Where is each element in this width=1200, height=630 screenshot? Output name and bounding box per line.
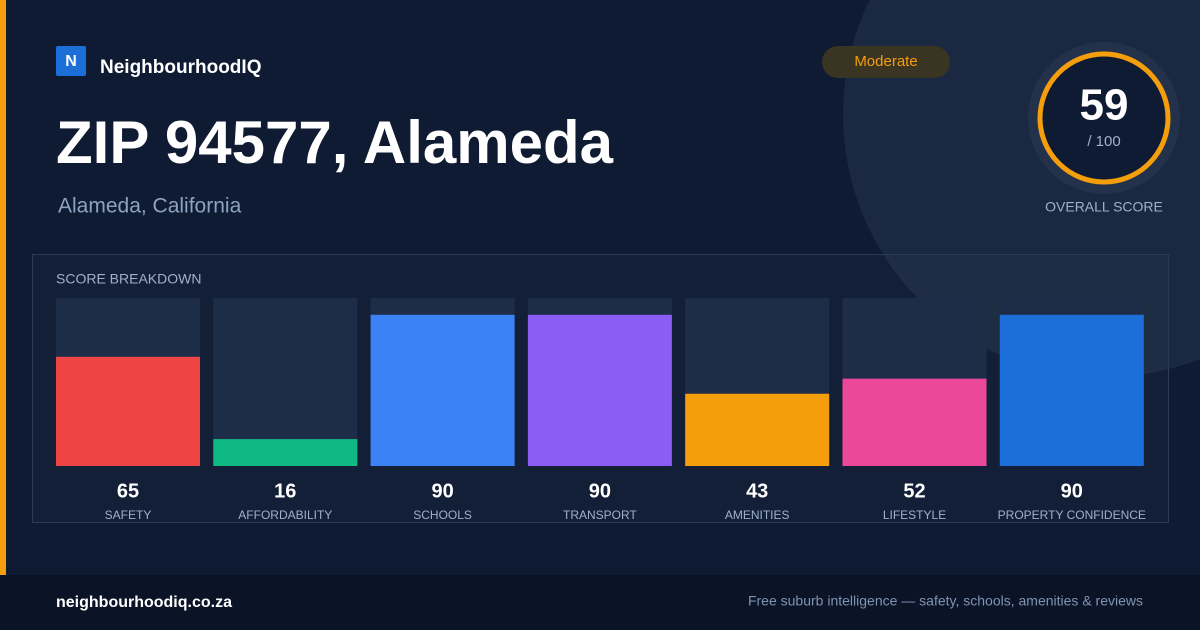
bar [56, 356, 200, 466]
chart-title: SCORE BREAKDOWN [56, 271, 201, 287]
category-label: TRANSPORT [563, 508, 637, 522]
category-label: LIFESTYLE [883, 508, 946, 522]
value-label: 90 [431, 480, 453, 502]
value-label: 16 [274, 480, 296, 502]
value-label: 90 [1061, 480, 1083, 502]
logo [56, 46, 86, 76]
bar [213, 439, 358, 466]
panel [32, 254, 1169, 523]
bar [842, 378, 987, 466]
brand: NeighbourhoodIQ [100, 57, 261, 78]
score-ring [1037, 51, 1171, 185]
bar [370, 314, 515, 466]
bar [999, 314, 1144, 466]
score-label: OVERALL SCORE [1045, 199, 1163, 215]
badge [822, 46, 950, 78]
badge-text: Moderate [854, 53, 917, 70]
footer-site: neighbourhoodiq.co.za [56, 594, 232, 611]
category-label: PROPERTY CONFIDENCE [998, 508, 1146, 522]
subtitle: Alameda, California [58, 195, 242, 218]
logo-letter: N [65, 53, 77, 70]
bar [527, 314, 672, 466]
score-value: 59 [1080, 81, 1129, 130]
bar-track [213, 298, 358, 466]
category-label: AFFORDABILITY [238, 508, 332, 522]
footer [0, 575, 1200, 630]
category-label: SCHOOLS [413, 508, 472, 522]
category-label: SAFETY [105, 508, 152, 522]
footer-tagline: Free suburb intelligence — safety, schoo… [748, 593, 1143, 609]
value-label: 52 [903, 480, 925, 502]
value-label: 65 [117, 480, 139, 502]
category-label: AMENITIES [725, 508, 790, 522]
title: ZIP 94577, Alameda [56, 109, 614, 176]
accent-stripe [0, 0, 6, 575]
bar [685, 393, 830, 466]
score-max: / 100 [1087, 133, 1120, 150]
value-label: 90 [589, 480, 611, 502]
value-label: 43 [746, 480, 768, 502]
